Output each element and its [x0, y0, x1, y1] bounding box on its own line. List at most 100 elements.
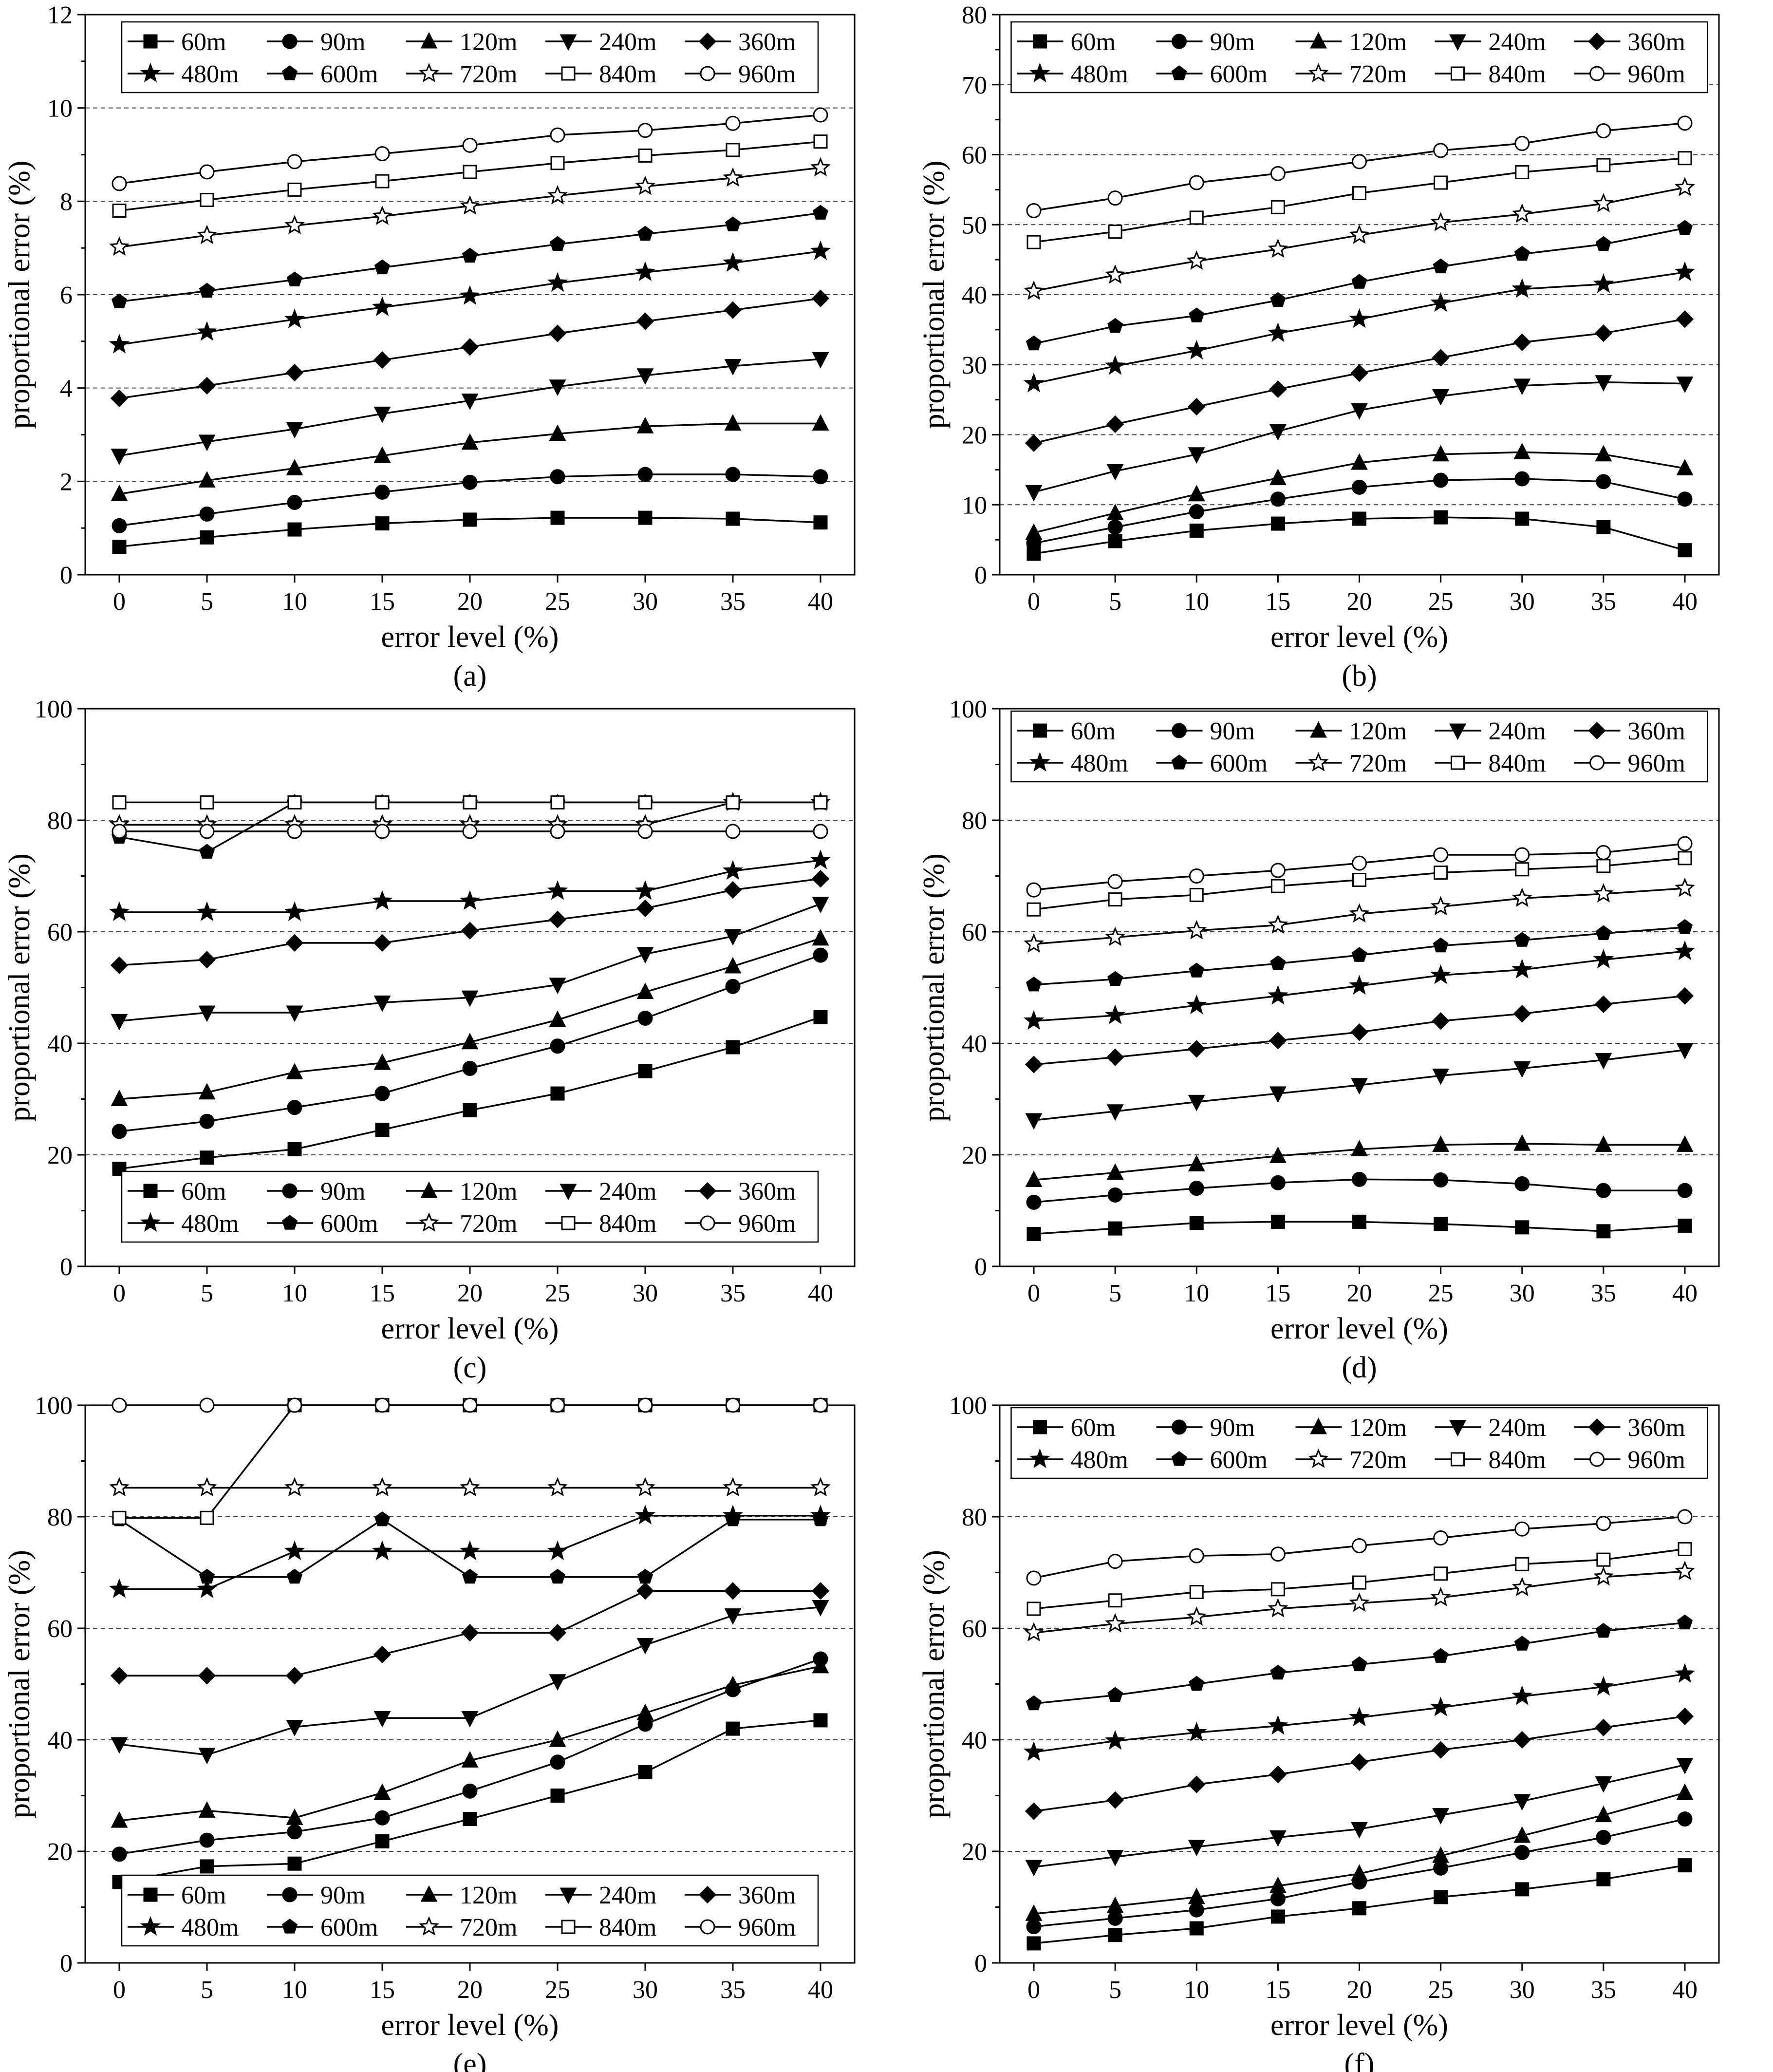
data-point: [1106, 1104, 1124, 1121]
legend-box: [1010, 1407, 1708, 1479]
data-point: [726, 1721, 740, 1736]
data-point: [1352, 1901, 1366, 1916]
data-point: [196, 321, 218, 341]
data-point: [1026, 203, 1042, 218]
data-point: [1107, 971, 1123, 986]
data-point: [1677, 115, 1693, 131]
data-point: [1351, 1078, 1368, 1095]
data-point: [812, 205, 829, 220]
data-point: [1434, 510, 1448, 525]
data-point: [198, 434, 216, 452]
legend-marker: [419, 1916, 439, 1936]
legend-marker: [143, 1184, 158, 1198]
x-tick-label: 10: [282, 1976, 307, 2004]
x-tick-label: 15: [1265, 588, 1290, 616]
data-point: [637, 226, 653, 241]
legend-marker: [1029, 62, 1050, 83]
data-point: [1188, 1094, 1205, 1111]
legend-marker: [419, 63, 439, 82]
data-point: [548, 910, 567, 928]
data-point: [461, 338, 479, 356]
x-tick-label: 10: [1184, 588, 1209, 616]
data-point: [812, 1511, 829, 1526]
data-point: [1189, 962, 1205, 978]
data-point: [547, 1477, 568, 1497]
data-point: [1596, 1872, 1611, 1886]
subplot-caption: (f): [1344, 2048, 1375, 2072]
data-point: [638, 1064, 653, 1078]
data-point: [112, 204, 127, 218]
data-point: [1189, 1676, 1205, 1691]
data-point: [462, 1061, 478, 1076]
data-point: [1596, 1224, 1611, 1239]
x-tick-label: 20: [457, 1976, 483, 2004]
series-960m: [112, 1397, 828, 1413]
x-tick-label: 0: [1027, 1976, 1040, 2004]
data-point: [1026, 1695, 1042, 1711]
data-point: [1025, 1055, 1043, 1074]
data-point: [1596, 1829, 1611, 1845]
series-240m: [1025, 1043, 1694, 1130]
data-point: [550, 824, 565, 839]
data-point: [1270, 166, 1286, 181]
series-60m: [1026, 1214, 1692, 1242]
data-point: [1676, 1707, 1694, 1726]
legend-label: 60m: [1071, 717, 1116, 745]
data-point: [372, 206, 392, 225]
data-point: [1596, 520, 1611, 534]
data-point: [1514, 1845, 1530, 1860]
data-point: [813, 1397, 828, 1413]
data-point: [1352, 855, 1367, 871]
y-tick-label: 20: [47, 1838, 73, 1866]
data-point: [1025, 1802, 1043, 1820]
data-point: [1186, 1721, 1207, 1742]
data-point: [1430, 1696, 1451, 1716]
legend-label: 960m: [1628, 750, 1685, 777]
data-point: [1024, 1622, 1044, 1641]
legend-marker: [1308, 752, 1329, 772]
data-point: [1270, 1546, 1286, 1562]
data-point: [1270, 200, 1285, 214]
data-point: [1106, 464, 1124, 481]
legend-box: [1010, 710, 1708, 783]
data-point: [724, 957, 742, 974]
series-960m: [1026, 1509, 1693, 1586]
data-point: [372, 1540, 393, 1561]
y-tick-label: 40: [962, 282, 987, 309]
subplot-caption: (b): [1342, 659, 1377, 693]
data-point: [462, 247, 478, 263]
data-point: [724, 301, 742, 319]
data-point: [1104, 1004, 1126, 1024]
data-point: [1188, 1840, 1205, 1857]
data-point: [1268, 985, 1288, 1005]
series-960m: [112, 107, 828, 191]
series-120m: [1025, 443, 1694, 540]
legend-label: 240m: [599, 1178, 656, 1206]
legend-label: 60m: [181, 1178, 226, 1206]
data-point: [547, 880, 568, 900]
y-tick-label: 80: [47, 1504, 73, 1531]
data-point: [1515, 1882, 1530, 1897]
data-point: [374, 146, 390, 162]
data-point: [372, 1477, 392, 1497]
legend-marker: [1589, 66, 1605, 81]
legend-label: 840m: [1489, 60, 1546, 88]
chart-a: 0 2 4 6 8 10 12 0 5 10 15 20 25 30 35 40 error level (%)…: [3, 1, 856, 693]
legend-marker: [698, 1182, 717, 1200]
x-tick-label: 30: [1510, 1976, 1535, 2004]
x-axis-label: error level (%): [381, 2009, 559, 2042]
data-point: [726, 795, 740, 810]
data-point: [460, 195, 480, 215]
data-point: [1514, 932, 1530, 947]
x-tick-label: 40: [808, 1976, 833, 2004]
legend-marker: [1449, 1420, 1466, 1437]
x-tick-label: 30: [1510, 1280, 1535, 1307]
data-point: [636, 899, 654, 918]
data-point: [112, 1846, 127, 1862]
data-point: [197, 225, 217, 245]
data-point: [1105, 1613, 1125, 1633]
data-point: [725, 216, 741, 231]
series-360m: [1025, 1707, 1694, 1820]
data-point: [463, 795, 477, 810]
